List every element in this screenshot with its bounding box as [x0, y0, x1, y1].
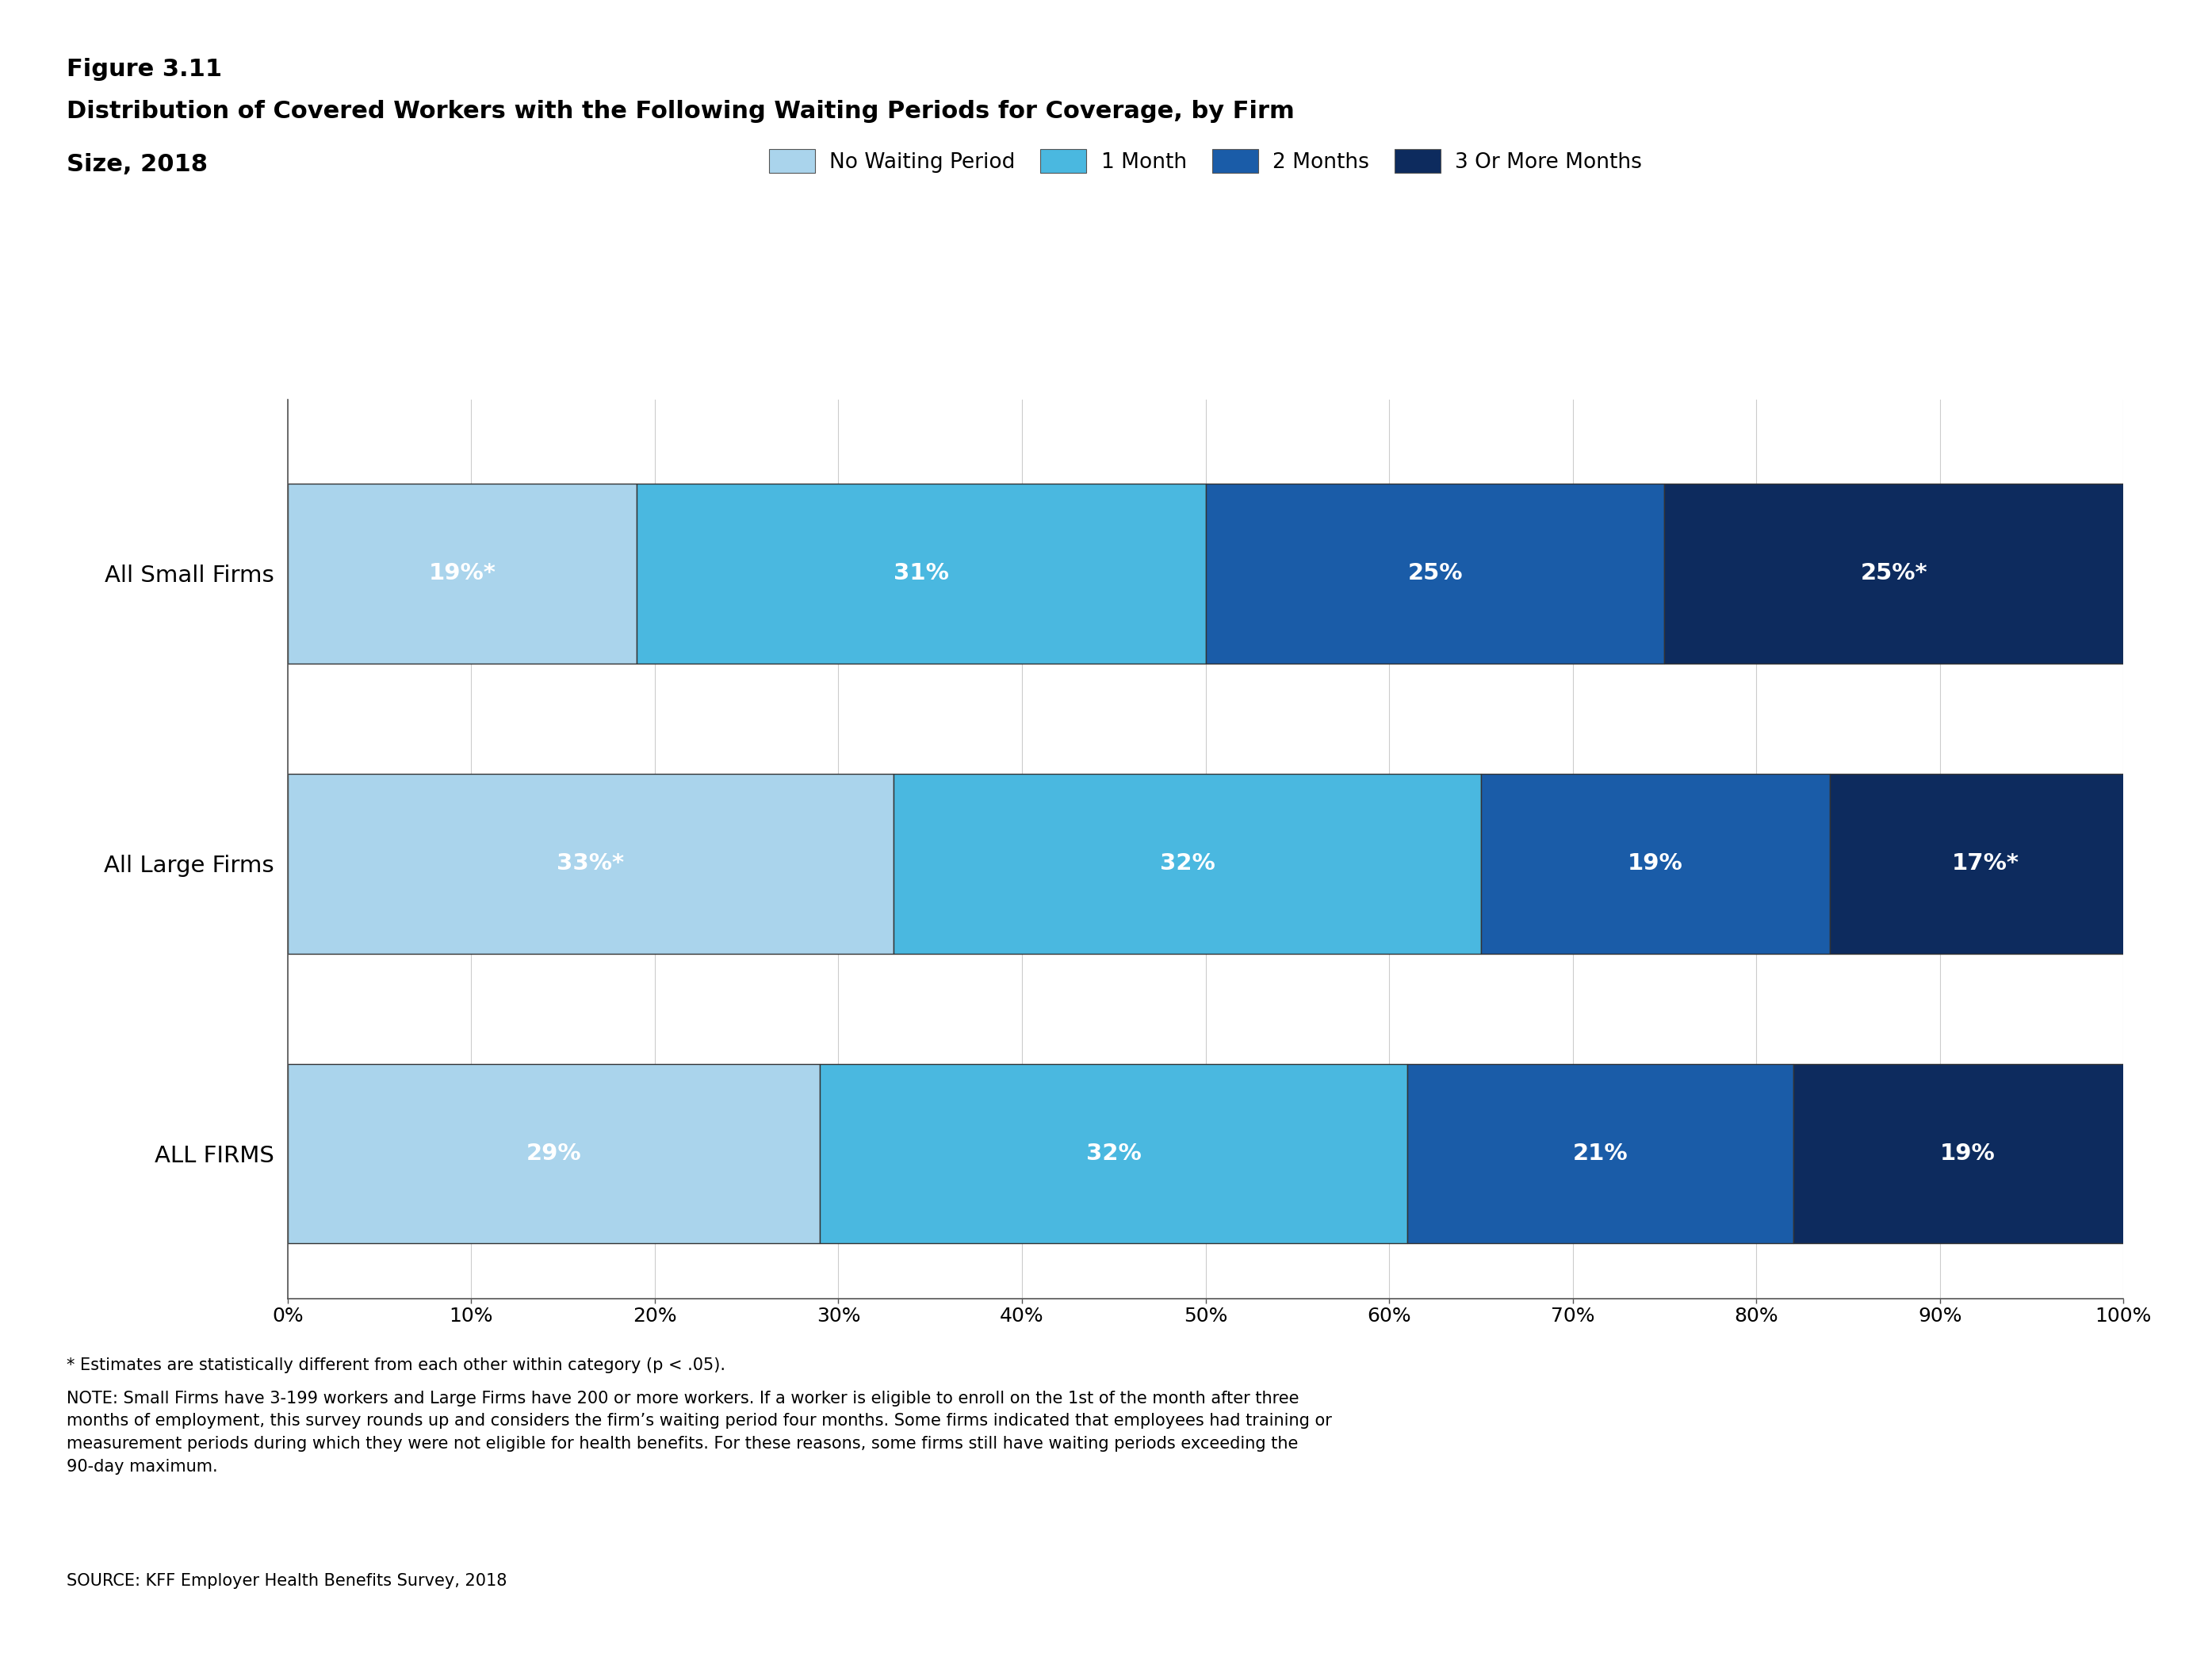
Text: 25%: 25% [1407, 563, 1462, 584]
Text: 32%: 32% [1086, 1142, 1141, 1166]
Legend: No Waiting Period, 1 Month, 2 Months, 3 Or More Months: No Waiting Period, 1 Month, 2 Months, 3 … [761, 140, 1650, 181]
Text: 19%*: 19%* [429, 563, 495, 584]
Text: 17%*: 17%* [1953, 852, 2020, 874]
Bar [637, 485, 1206, 664]
Bar [1666, 485, 2124, 664]
Text: Figure 3.11: Figure 3.11 [66, 58, 221, 82]
Bar [288, 1064, 821, 1244]
Bar [288, 774, 894, 954]
Text: NOTE: Small Firms have 3-199 workers and Large Firms have 200 or more workers. I: NOTE: Small Firms have 3-199 workers and… [66, 1390, 1332, 1475]
Text: Distribution of Covered Workers with the Following Waiting Periods for Coverage,: Distribution of Covered Workers with the… [66, 100, 1294, 123]
Text: 32%: 32% [1159, 852, 1214, 874]
Bar [1482, 774, 1829, 954]
Bar [1829, 774, 2141, 954]
Text: * Estimates are statistically different from each other within category (p < .05: * Estimates are statistically different … [66, 1357, 726, 1374]
Text: 21%: 21% [1573, 1142, 1628, 1166]
Text: Size, 2018: Size, 2018 [66, 153, 208, 176]
Bar [288, 485, 637, 664]
Bar [894, 774, 1482, 954]
Bar [1794, 1064, 2141, 1244]
Text: SOURCE: KFF Employer Health Benefits Survey, 2018: SOURCE: KFF Employer Health Benefits Sur… [66, 1573, 507, 1590]
Bar [1407, 1064, 1794, 1244]
Text: 19%: 19% [1940, 1142, 1995, 1166]
Text: 33%*: 33%* [557, 852, 624, 874]
Text: 31%: 31% [894, 563, 949, 584]
Text: 29%: 29% [526, 1142, 582, 1166]
Bar [821, 1064, 1407, 1244]
Text: 19%: 19% [1628, 852, 1683, 874]
Text: 25%*: 25%* [1860, 563, 1927, 584]
Bar [1206, 485, 1666, 664]
